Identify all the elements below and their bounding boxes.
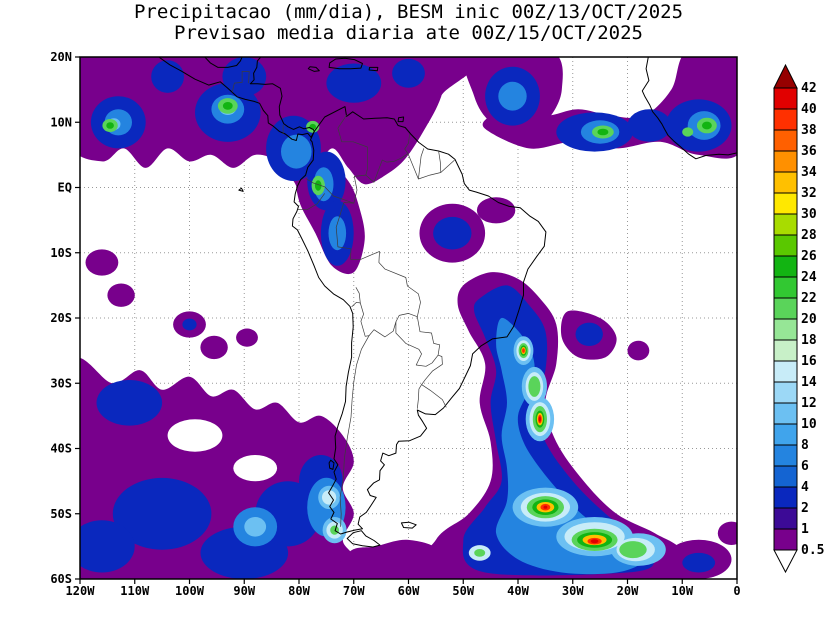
svg-text:10S: 10S — [50, 246, 72, 260]
colorbar-segment — [773, 234, 798, 257]
svg-text:60S: 60S — [50, 572, 72, 586]
colorbar-segment — [773, 402, 798, 425]
svg-text:100W: 100W — [175, 584, 205, 598]
svg-text:10: 10 — [801, 417, 817, 432]
svg-text:24: 24 — [801, 270, 817, 285]
colorbar-segment — [773, 528, 798, 551]
svg-text:18: 18 — [801, 333, 817, 348]
colorbar-segment — [773, 423, 798, 446]
svg-text:120W: 120W — [66, 584, 96, 598]
colorbar-segment — [773, 381, 798, 404]
svg-text:38: 38 — [801, 123, 817, 138]
chart-title-line2: Previsao media diaria ate 00Z/15/OCT/202… — [174, 22, 643, 44]
svg-text:50S: 50S — [50, 507, 72, 521]
svg-text:20S: 20S — [50, 311, 72, 325]
colorbar: 4240383634323028262422201816141210864210… — [773, 63, 824, 574]
colorbar-segment — [773, 150, 798, 173]
colorbar-segment — [773, 276, 798, 299]
colorbar-segment — [773, 360, 798, 383]
svg-text:10N: 10N — [50, 115, 72, 129]
svg-text:60W: 60W — [398, 584, 420, 598]
colorbar-segment — [773, 129, 798, 152]
lat-axis: 20N 10N EQ 10S 20S 30S 40S 50S 60S — [50, 50, 80, 586]
colorbar-segment — [773, 171, 798, 194]
svg-text:22: 22 — [801, 291, 817, 306]
svg-text:0.5: 0.5 — [801, 543, 824, 558]
svg-text:2: 2 — [801, 501, 809, 516]
colorbar-segment — [773, 444, 798, 467]
colorbar-below-min-arrow — [773, 549, 798, 574]
svg-text:30: 30 — [801, 207, 817, 222]
svg-text:40W: 40W — [507, 584, 529, 598]
svg-text:1: 1 — [801, 522, 809, 537]
svg-text:20: 20 — [801, 312, 817, 327]
colorbar-labels: 4240383634323028262422201816141210864210… — [801, 81, 824, 558]
svg-text:16: 16 — [801, 354, 817, 369]
svg-text:36: 36 — [801, 144, 817, 159]
svg-text:20W: 20W — [617, 584, 639, 598]
chart-title-line1: Precipitacao (mm/dia), BESM inic 00Z/13/… — [133, 1, 684, 23]
svg-text:4: 4 — [801, 480, 809, 495]
svg-text:0: 0 — [733, 584, 740, 598]
colorbar-segment — [773, 108, 798, 131]
colorbar-segment — [773, 486, 798, 509]
svg-text:30S: 30S — [50, 376, 72, 390]
colorbar-segment — [773, 192, 798, 215]
colorbar-segment — [773, 87, 798, 110]
svg-text:50W: 50W — [452, 584, 474, 598]
svg-text:30W: 30W — [562, 584, 584, 598]
colorbar-segment — [773, 213, 798, 236]
svg-text:32: 32 — [801, 186, 817, 201]
colorbar-segment — [773, 339, 798, 362]
svg-text:26: 26 — [801, 249, 817, 264]
svg-text:42: 42 — [801, 81, 817, 96]
colorbar-above-max-arrow — [773, 63, 798, 89]
svg-text:40S: 40S — [50, 442, 72, 456]
svg-text:40: 40 — [801, 102, 817, 117]
colorbar-segment — [773, 318, 798, 341]
svg-text:20N: 20N — [50, 50, 72, 64]
svg-text:80W: 80W — [288, 584, 310, 598]
lon-axis: 120W 110W 100W 90W 80W 70W 60W 50W 40W 30W 20W 10W 0 — [66, 579, 741, 598]
svg-text:10W: 10W — [671, 584, 693, 598]
colorbar-segment — [773, 507, 798, 530]
svg-text:90W: 90W — [233, 584, 255, 598]
coastlines — [158, 57, 737, 548]
svg-text:12: 12 — [801, 396, 817, 411]
country-borders — [231, 71, 455, 527]
precip-field — [80, 57, 737, 579]
colorbar-segment — [773, 465, 798, 488]
svg-text:34: 34 — [801, 165, 817, 180]
svg-text:8: 8 — [801, 438, 809, 453]
svg-text:110W: 110W — [120, 584, 150, 598]
colorbar-segment — [773, 255, 798, 278]
svg-text:28: 28 — [801, 228, 817, 243]
svg-text:14: 14 — [801, 375, 817, 390]
svg-text:EQ: EQ — [58, 181, 72, 195]
svg-text:6: 6 — [801, 459, 809, 474]
colorbar-segment — [773, 297, 798, 320]
svg-text:70W: 70W — [343, 584, 365, 598]
